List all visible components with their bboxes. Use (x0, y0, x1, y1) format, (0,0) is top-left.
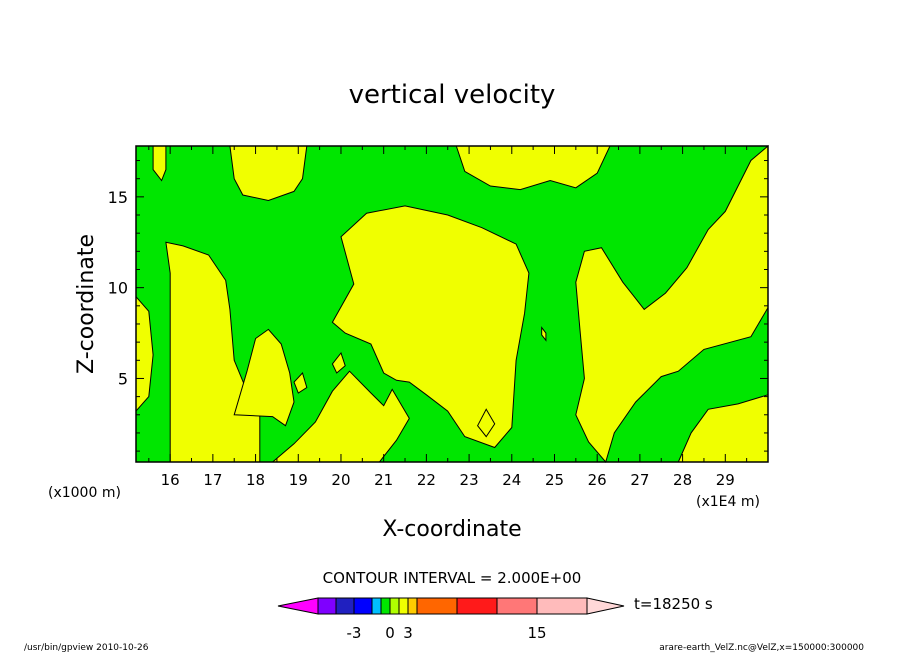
contour-region-12 (331, 351, 346, 374)
colorbar-segment (353, 597, 373, 615)
x-tick-label: 21 (374, 471, 393, 489)
contour-region-5 (233, 328, 295, 427)
colorbar-segment (380, 597, 391, 615)
x-tick-label: 28 (673, 471, 692, 489)
x-axis-label: X-coordinate (382, 517, 521, 542)
x-tick-label: 26 (588, 471, 607, 489)
contour-interval-text: CONTOUR INTERVAL = 2.000E+00 (323, 569, 582, 587)
contour-region-11 (293, 372, 308, 394)
chart-title: vertical velocity (349, 80, 556, 110)
colorbar-segment (389, 597, 400, 615)
colorbar-segment (407, 597, 418, 615)
x-axis-ticks: 16 17 18 19 20 21 22 23 24 25 26 27 28 29 (148, 146, 748, 489)
x-tick-label: 29 (716, 471, 735, 489)
x-tick-label: 17 (203, 471, 222, 489)
y-tick-label: 10 (108, 279, 128, 298)
contour-region-13 (477, 408, 496, 438)
contour-region-10 (541, 326, 547, 342)
colorbar-segment (416, 597, 458, 615)
colorbar-label: -3 (347, 624, 362, 642)
x-unit-right: (x1E4 m) (696, 494, 760, 510)
x-tick-label: 25 (545, 471, 564, 489)
y-axis-label: Z-coordinate (74, 234, 99, 374)
colorbar: -3 0 3 15 (277, 597, 625, 642)
colorbar-segment (536, 597, 588, 615)
y-tick-label: 5 (118, 369, 128, 388)
x-tick-label: 24 (502, 471, 521, 489)
x-tick-label: 16 (161, 471, 180, 489)
colorbar-segment (277, 597, 319, 615)
x-tick-label: 19 (289, 471, 308, 489)
x-tick-label: 27 (630, 471, 649, 489)
x-tick-label: 22 (417, 471, 436, 489)
colorbar-segment (335, 597, 355, 615)
contour-region-7 (271, 370, 410, 463)
x-unit-left: (x1000 m) (48, 485, 121, 501)
contour-region-1 (229, 145, 308, 202)
contour-region-8 (575, 144, 769, 464)
colorbar-segment (496, 597, 538, 615)
plot-area: 16 17 18 19 20 21 22 23 24 25 26 27 28 29 5 10 15 (108, 144, 769, 489)
y-axis-ticks: 5 10 15 (108, 160, 768, 452)
colorbar-label: 3 (403, 624, 413, 642)
colorbar-label: 0 (385, 624, 395, 642)
colorbar-segment (586, 597, 625, 615)
footer-right: arare-earth_VelZ.nc@VelZ,x=150000:300000 (659, 643, 864, 653)
time-label: t=18250 s (634, 595, 713, 613)
y-tick-label: 15 (108, 188, 128, 207)
contour-region-6 (331, 205, 530, 449)
contour-region-2 (455, 145, 611, 191)
colorbar-segment (371, 597, 382, 615)
colorbar-segment (317, 597, 337, 615)
colorbar-segment (398, 597, 409, 615)
contour-regions (135, 144, 769, 464)
x-tick-label: 20 (331, 471, 350, 489)
colorbar-segment (456, 597, 498, 615)
x-tick-label: 23 (460, 471, 479, 489)
colorbar-label: 15 (527, 624, 546, 642)
plot-frame (135, 145, 769, 463)
footer-left: /usr/bin/gpview 2010-10-26 (24, 643, 149, 653)
x-tick-label: 18 (246, 471, 265, 489)
